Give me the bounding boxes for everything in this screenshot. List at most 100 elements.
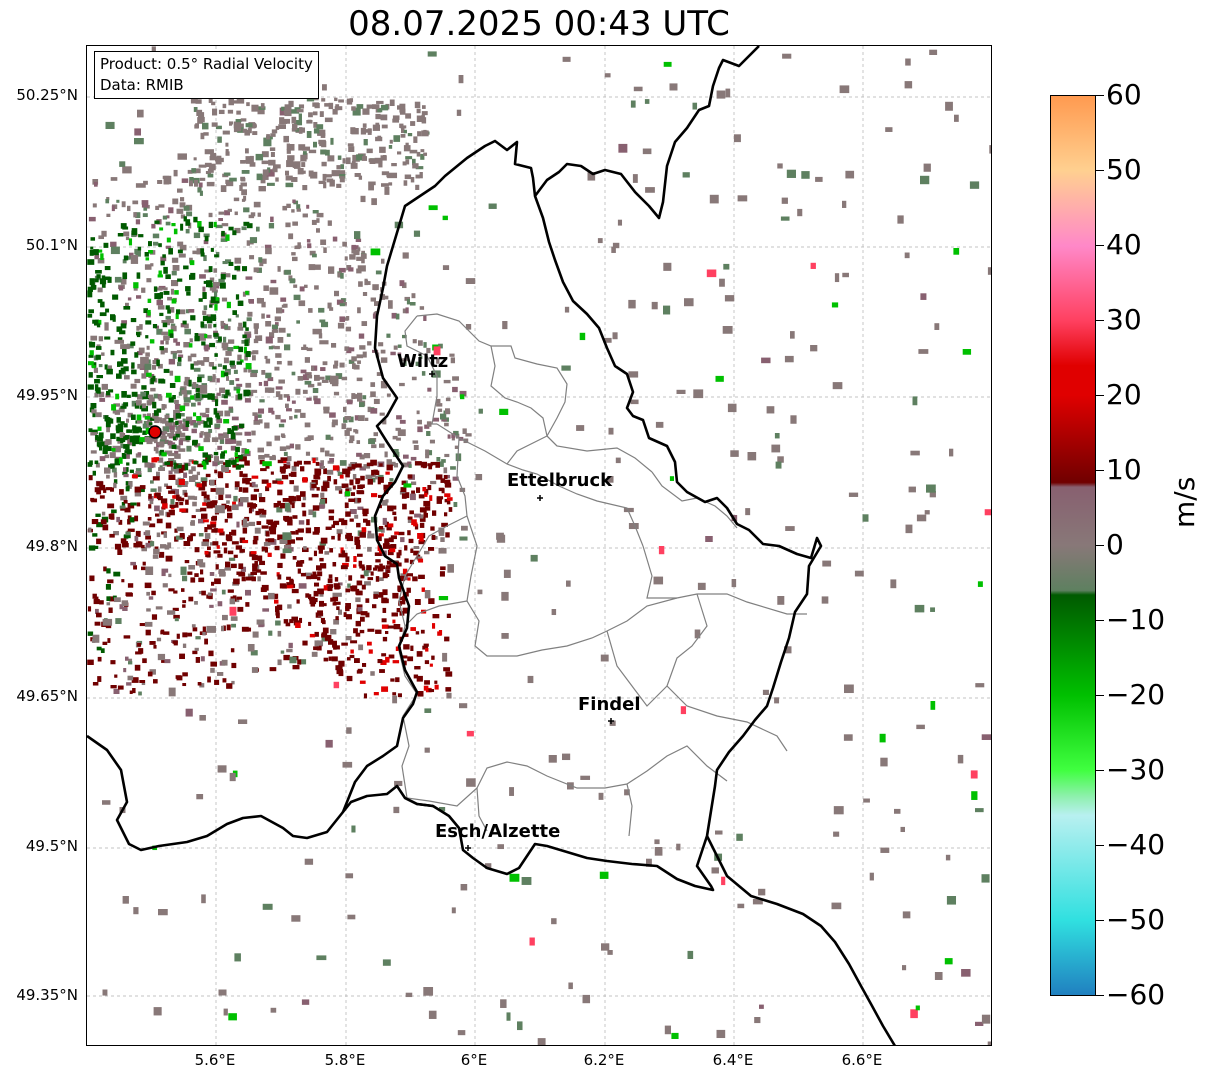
radar-echo-pixel [430, 480, 437, 485]
radar-echo-pixel [284, 104, 290, 111]
radar-echo-pixel [151, 438, 157, 442]
radar-echo-pixel [193, 412, 197, 417]
radar-echo-pixel [316, 212, 324, 218]
radar-echo-pixel [120, 358, 128, 364]
radar-echo-pixel [320, 239, 327, 245]
radar-echo-pixel [118, 407, 125, 413]
radar-echo-pixel [404, 633, 409, 637]
radar-echo-pixel [227, 347, 234, 352]
radar-echo-pixel [329, 458, 335, 463]
radar-echo-pixel [336, 529, 343, 535]
radar-echo-pixel [279, 502, 286, 509]
radar-echo-pixel [231, 541, 239, 545]
radar-echo-pixel [131, 400, 137, 407]
radar-echo-pixel [357, 360, 361, 364]
radar-echo-pixel [890, 579, 897, 589]
radar-echo-pixel [185, 435, 191, 441]
radar-echo-pixel [127, 503, 135, 509]
radar-echo-pixel [342, 317, 349, 321]
radar-echo-pixel [451, 433, 456, 439]
radar-echo-pixel [109, 452, 116, 459]
radar-echo-pixel [301, 999, 310, 1005]
radar-echo-pixel [178, 479, 185, 485]
radar-echo-pixel [134, 138, 144, 145]
radar-echo-pixel [187, 571, 193, 575]
radar-echo-pixel [179, 405, 186, 411]
radar-echo-pixel [231, 680, 235, 685]
radar-echo-pixel [99, 495, 105, 499]
radar-echo-pixel [106, 568, 111, 574]
radar-echo-pixel [100, 519, 107, 525]
radar-echo-pixel [198, 518, 205, 524]
radar-echo-pixel [274, 599, 279, 604]
radar-echo-pixel [157, 305, 165, 310]
radar-echo-pixel [418, 540, 426, 545]
radar-echo-pixel [287, 516, 293, 523]
radar-echo-pixel [194, 573, 199, 577]
radar-echo-pixel [268, 526, 272, 531]
radar-echo-pixel [465, 324, 472, 330]
radar-echo-pixel [436, 457, 441, 462]
radar-echo-pixel [251, 481, 256, 487]
radar-echo-pixel [208, 163, 216, 171]
radar-echo-pixel [142, 521, 150, 526]
radar-echo-pixel [225, 149, 229, 154]
radar-echo-pixel [216, 545, 220, 549]
radar-echo-pixel [123, 423, 128, 428]
radar-echo-pixel [692, 102, 698, 110]
radar-echo-pixel [242, 487, 249, 493]
radar-echo-pixel [179, 533, 185, 538]
radar-echo-pixel [121, 453, 127, 459]
radar-echo-pixel [165, 522, 172, 529]
colorbar-unit-label: m/s [1168, 476, 1201, 528]
radar-echo-pixel [227, 589, 234, 593]
radar-map[interactable] [86, 45, 992, 1046]
radar-echo-pixel [201, 894, 206, 904]
radar-echo-pixel [177, 357, 182, 362]
radar-echo-pixel [121, 502, 126, 506]
radar-echo-pixel [92, 365, 96, 369]
radar-echo-pixel [880, 847, 890, 853]
radar-echo-pixel [385, 471, 390, 475]
radar-echo-pixel [240, 123, 244, 128]
radar-echo-pixel [236, 98, 245, 104]
radar-echo-pixel [397, 587, 402, 593]
radar-echo-pixel [143, 308, 148, 314]
radar-echo-pixel [351, 356, 357, 362]
radar-echo-pixel [402, 334, 407, 339]
radar-echo-pixel [185, 420, 190, 428]
radar-echo-pixel [134, 403, 140, 409]
radar-echo-pixel [226, 376, 230, 381]
radar-echo-pixel [244, 339, 249, 347]
radar-echo-pixel [370, 297, 376, 302]
radar-echo-pixel [346, 614, 352, 620]
radar-echo-pixel [105, 487, 113, 491]
radar-echo-pixel [193, 157, 197, 161]
radar-echo-pixel [316, 228, 320, 233]
radar-echo-pixel [134, 664, 141, 671]
radar-echo-pixel [292, 199, 296, 204]
radar-echo-pixel [88, 216, 96, 222]
radar-echo-pixel [414, 101, 421, 109]
radar-echo-pixel [132, 425, 137, 431]
radar-echo-pixel [348, 575, 353, 581]
radar-echo-pixel [177, 497, 185, 502]
radar-echo-pixel [576, 425, 585, 431]
radar-echo-pixel [346, 532, 352, 539]
radar-echo-pixel [989, 145, 991, 154]
radar-echo-pixel [355, 238, 362, 243]
radar-echo-pixel [366, 565, 372, 571]
radar-echo-pixel [693, 389, 704, 399]
radar-echo-pixel [359, 680, 366, 684]
radar-echo-pixel [138, 691, 142, 696]
radar-echo-pixel [568, 982, 573, 990]
radar-echo-pixel [366, 462, 374, 467]
radar-echo-pixel [261, 160, 269, 165]
radar-echo-pixel [478, 408, 483, 414]
radar-echo-pixel [256, 226, 260, 232]
radar-echo-pixel [424, 590, 431, 599]
radar-echo-pixel [255, 153, 264, 161]
radar-echo-pixel [403, 145, 411, 152]
radar-echo-pixel [167, 610, 176, 615]
radar-echo-pixel [210, 588, 217, 592]
